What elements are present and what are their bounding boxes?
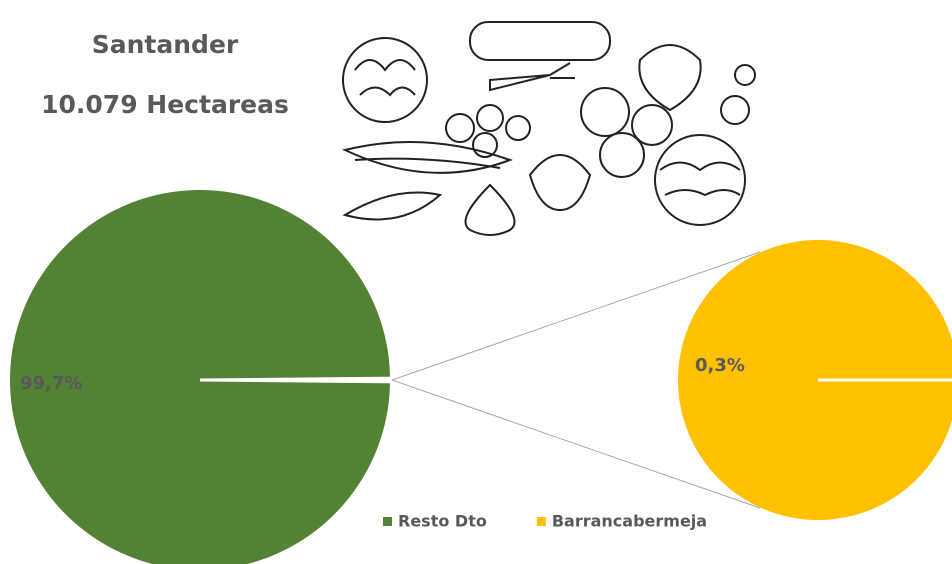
chart-subtitle: 10.079 Hectareas <box>41 90 289 119</box>
data-label: 0,3% <box>695 355 745 376</box>
legend-swatch <box>383 517 392 526</box>
chart: Santander 10.079 Hectareas Resto Dto Barr… <box>0 0 952 564</box>
legend-label: Resto Dto <box>398 512 487 531</box>
data-label: 99,7% <box>20 373 82 394</box>
legend-swatch <box>537 517 546 526</box>
chart-title: Santander <box>92 30 239 59</box>
vegetable-illustration <box>343 22 755 235</box>
pie-slice <box>200 378 390 382</box>
legend-label: Barrancabermeja <box>552 512 707 531</box>
legend: Resto Dto Barrancabermeja <box>383 512 707 531</box>
